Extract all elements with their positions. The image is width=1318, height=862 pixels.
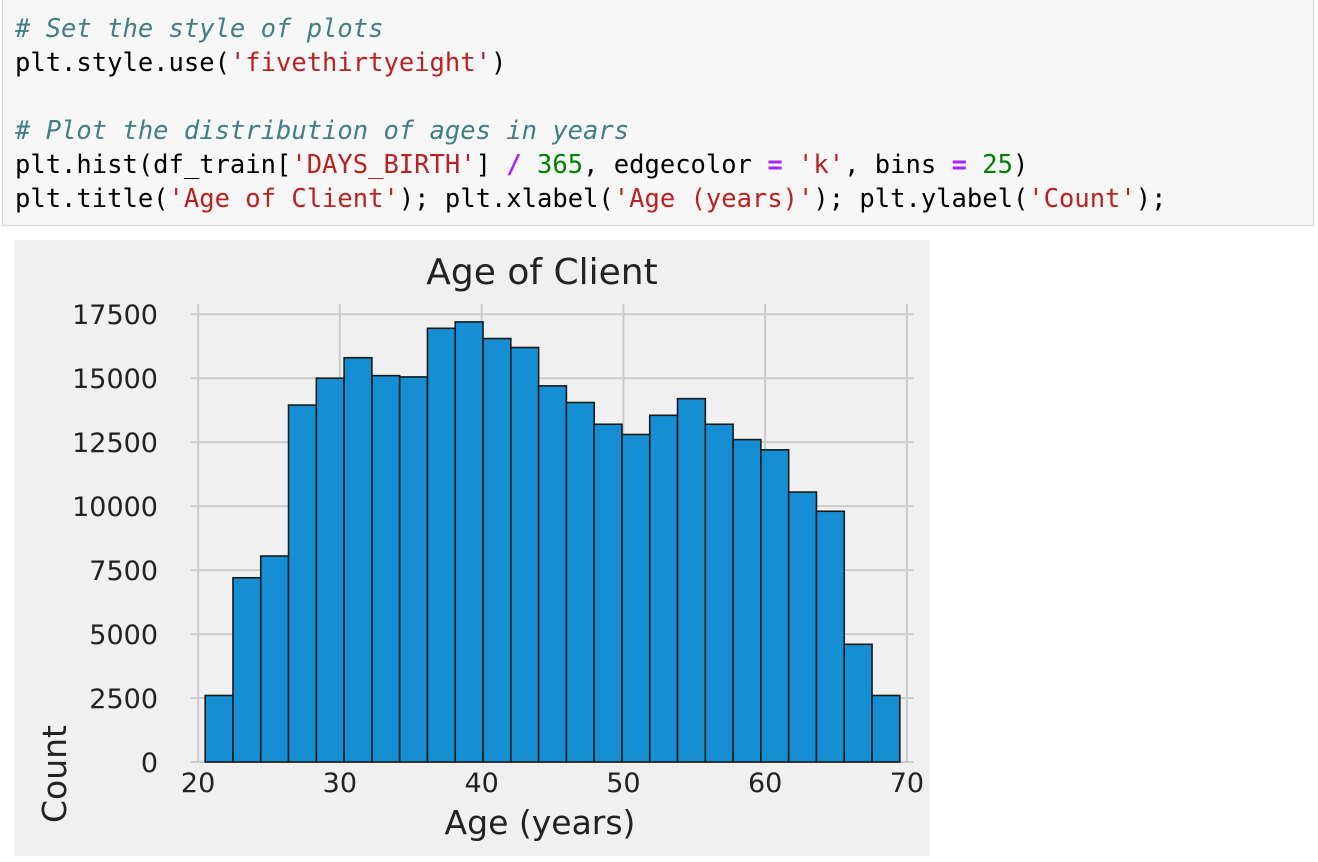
histogram-bar [676,397,707,763]
histogram-bar [565,401,595,763]
y-tick-label: 12500 [72,428,158,459]
histogram-bar [537,385,568,763]
x-tick-label: 70 [890,768,924,799]
chart-title: Age of Client [426,252,657,293]
code-token-number: 25 [982,150,1013,180]
histogram-bar [648,414,679,763]
code-token-comment: # Set the style of plots [15,14,384,44]
code-line: plt.hist(df_train['DAYS_BIRTH'] / 365, e… [15,148,1028,182]
code-token-plain: ] [475,150,507,180]
code-line: plt.title('Age of Client'); plt.xlabel('… [15,182,1166,216]
histogram-bar [787,491,818,763]
code-token-plain: ); [1135,184,1167,214]
code-token-plain [967,150,982,180]
code-line: # Plot the distribution of ages in years [15,114,629,148]
histogram-bar [454,321,484,763]
code-line: plt.style.use('fivethirtyeight') [15,46,506,80]
x-tick-label: 50 [606,768,640,799]
cell-output-area: 0 2500 5000 7500 10000 12500 15000 17500 20 30 40 5… [14,240,930,856]
histogram-bar [398,376,429,763]
histogram-bar [621,433,651,763]
histogram-bar [426,327,457,763]
histogram-bar [843,643,873,763]
code-token-string: 'k' [798,150,845,180]
histogram-bar [371,374,401,763]
code-token-plain: plt.title( [15,184,169,214]
code-token-string: 'DAYS_BIRTH' [291,150,476,180]
code-token-plain: , edgecolor [583,150,768,180]
code-token-plain: ) [490,48,507,78]
histogram-bar [815,510,846,763]
code-token-op: / [506,150,522,180]
code-token-plain [783,150,798,180]
code-line: # Set the style of plots [15,12,383,46]
code-token-plain: plt.style.use( [15,48,230,78]
code-token-plain [522,150,537,180]
code-token-op: = [767,150,783,180]
histogram-bar [593,423,623,763]
code-token-comment: # Plot the distribution of ages in years [15,116,630,146]
histogram-chart: 0 2500 5000 7500 10000 12500 15000 17500 20 30 40 5… [14,240,930,856]
tick-labels: 0 2500 5000 7500 10000 12500 15000 17500 20 30 40 5… [72,300,924,799]
code-token-string: 'Age (years)' [613,184,814,214]
y-axis-label: Count [35,725,74,823]
y-tick-label: 0 [141,748,158,779]
y-tick-label: 5000 [89,620,158,651]
histogram-bar [482,337,512,763]
x-tick-label: 40 [464,768,498,799]
histogram-bar [343,356,373,763]
code-token-plain: ) [1013,150,1029,180]
histogram-bar [259,555,290,763]
code-token-plain: ); plt.ylabel( [813,184,1029,214]
code-token-string: 'Age of Client' [168,184,399,214]
histogram-bar [732,438,762,763]
y-tick-label: 2500 [89,684,158,715]
x-tick-label: 60 [748,768,782,799]
y-tick-label: 17500 [72,300,158,331]
histogram-bars [204,321,901,763]
x-tick-label: 20 [181,768,215,799]
code-token-number: 365 [537,150,584,180]
histogram-bar [510,346,540,763]
x-tick-label: 30 [323,768,357,799]
y-tick-label: 15000 [72,364,158,395]
code-token-plain: plt.hist(df_train[ [15,150,292,180]
histogram-bar [704,423,734,763]
y-tick-label: 10000 [72,492,158,523]
code-cell-input[interactable]: # Set the style of plots plt.style.use('f… [2,0,1314,226]
x-axis-label: Age (years) [445,803,636,842]
code-token-op: = [951,150,967,180]
histogram-bar [232,576,262,763]
code-token-plain: ); plt.xlabel( [398,184,614,214]
histogram-bar [287,404,318,763]
code-token-string: 'fivethirtyeight' [229,48,491,78]
histogram-bar [871,694,901,763]
code-token-string: 'Count' [1028,184,1136,214]
histogram-bar [760,449,790,763]
histogram-bar [315,377,345,763]
y-tick-label: 7500 [89,556,158,587]
code-token-plain: , bins [844,150,952,180]
histogram-bar [204,694,234,763]
